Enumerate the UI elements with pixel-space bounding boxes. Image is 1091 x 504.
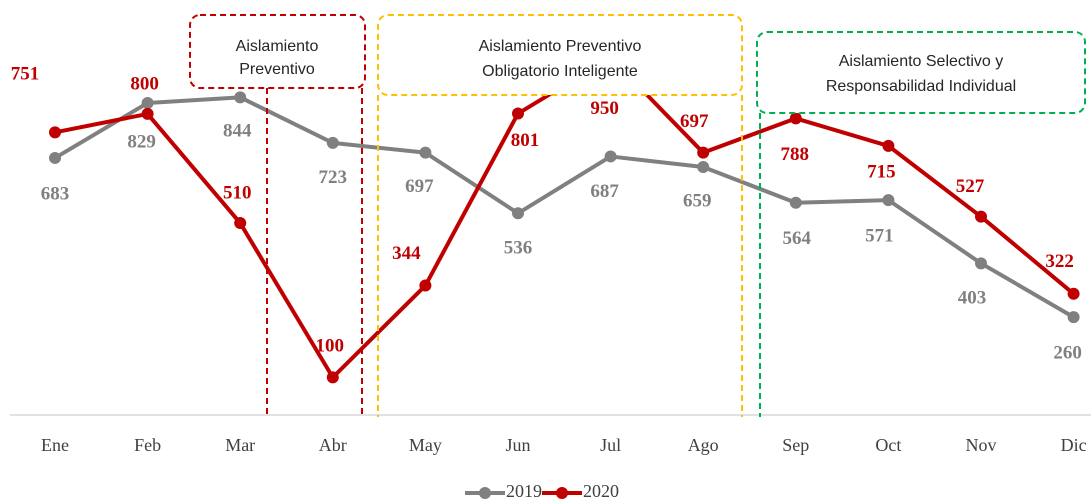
- point: [1067, 287, 1080, 300]
- point: [512, 207, 524, 220]
- x-tick-label: Oct: [875, 435, 901, 455]
- annotation-text: Aislamiento Selectivo y Responsabilidad I…: [826, 53, 1016, 95]
- data-label: 659: [683, 190, 712, 211]
- data-label: 100: [316, 336, 345, 357]
- x-tick-label: Feb: [134, 435, 161, 455]
- annotation-text: Aislamiento Preventivo: [236, 38, 319, 78]
- data-label: 801: [511, 130, 540, 151]
- x-tick-label: Jun: [505, 435, 530, 455]
- point: [789, 112, 802, 125]
- annotation-box: [189, 14, 366, 89]
- point: [419, 146, 432, 159]
- data-label: 697: [405, 176, 434, 197]
- point: [326, 136, 339, 149]
- data-label: 683: [41, 183, 70, 204]
- point: [141, 107, 154, 120]
- x-tick-label: Nov: [966, 435, 997, 455]
- legend-marker: [556, 487, 568, 499]
- x-tick-label: Ago: [688, 435, 719, 455]
- data-label: 950: [590, 98, 619, 119]
- point: [697, 146, 710, 159]
- data-label: 564: [783, 228, 812, 249]
- x-tick-label: Sep: [782, 435, 809, 455]
- legend-label: 2020: [583, 481, 619, 501]
- series-line: [53, 95, 1075, 319]
- data-label: 697: [680, 111, 709, 132]
- annotation-line: Aislamiento Preventivo: [479, 38, 642, 55]
- data-label: 788: [781, 144, 810, 165]
- point: [697, 160, 710, 173]
- data-label: 800: [130, 73, 159, 94]
- annotation-line: Aislamiento Selectivo y: [839, 53, 1004, 70]
- x-tick-label: Ene: [41, 435, 69, 455]
- point: [882, 139, 895, 152]
- data-label: 687: [590, 181, 619, 202]
- legend-label: 2019: [506, 481, 542, 501]
- data-label: 527: [956, 176, 985, 197]
- data-label: 322: [1045, 251, 1074, 272]
- legend-marker: [479, 487, 491, 499]
- annotation-line: Obligatorio Inteligente: [482, 63, 638, 80]
- point: [234, 217, 247, 230]
- point: [419, 279, 432, 292]
- data-label: 344: [392, 243, 421, 264]
- annotation-text: Aislamiento Preventivo Obligatorio Inteli…: [479, 38, 642, 80]
- annotation-box: [377, 14, 743, 96]
- point: [234, 91, 247, 104]
- data-label: 510: [223, 182, 252, 203]
- annotation-line: Responsabilidad Individual: [826, 78, 1016, 95]
- x-tick-label: Jul: [600, 435, 621, 455]
- point: [326, 371, 339, 384]
- x-tick-label: Mar: [225, 435, 255, 455]
- data-label: 403: [958, 288, 987, 309]
- point: [975, 257, 987, 270]
- point: [512, 107, 524, 120]
- annotation-line: Preventivo: [239, 61, 315, 78]
- annotation-line: Aislamiento: [236, 38, 319, 55]
- point: [604, 150, 617, 163]
- point: [789, 196, 802, 209]
- data-label: 723: [319, 167, 348, 188]
- data-label: 829: [127, 131, 156, 152]
- point: [882, 194, 895, 207]
- data-label: 715: [867, 161, 896, 182]
- annotation-box: [756, 31, 1086, 114]
- point: [975, 210, 987, 223]
- x-tick-label: Dic: [1061, 435, 1087, 455]
- x-tick-label: May: [409, 435, 442, 455]
- x-tick-label: Abr: [319, 435, 347, 455]
- data-label: 260: [1053, 343, 1082, 364]
- point: [49, 126, 61, 139]
- data-label: 844: [223, 121, 252, 142]
- point: [1067, 311, 1080, 324]
- data-label: 571: [865, 225, 894, 246]
- point: [49, 151, 61, 164]
- data-label: 751: [11, 64, 40, 85]
- point: [141, 96, 154, 109]
- data-label: 536: [504, 238, 533, 259]
